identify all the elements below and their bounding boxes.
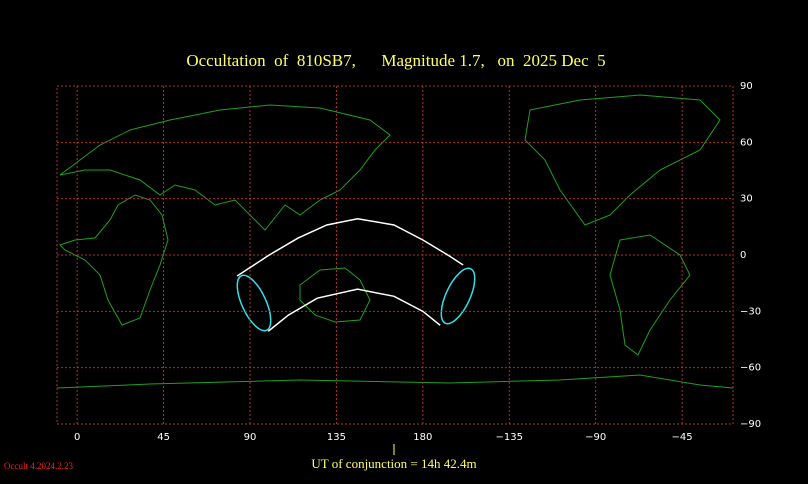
- africa: [59, 194, 169, 326]
- x-tick-label: −45: [672, 432, 693, 443]
- caption: UT of conjunction = 14h 42.4m: [311, 456, 476, 471]
- x-tick-label: 180: [413, 432, 432, 443]
- north-america: [524, 94, 721, 226]
- y-tick-label: 60: [740, 137, 753, 148]
- x-tick-label: 0: [74, 432, 80, 443]
- y-tick-label: −30: [740, 306, 761, 317]
- y-tick-label: 0: [740, 250, 746, 261]
- track-limit: [267, 288, 441, 332]
- south-america: [609, 234, 691, 356]
- x-tick-label: −90: [585, 432, 606, 443]
- x-tick-label: −135: [496, 432, 523, 443]
- version: Occult 4.2024.2.23: [4, 461, 73, 471]
- track-limit: [236, 217, 464, 277]
- chart-title: Occultation of 810SB7, Magnitude 1.7, on…: [186, 51, 605, 70]
- eurasia: [59, 104, 391, 231]
- x-tick-label: 135: [327, 432, 346, 443]
- x-tick-label: 45: [157, 432, 170, 443]
- y-tick-label: −90: [740, 419, 761, 430]
- antarctica: [56, 374, 734, 389]
- y-tick-label: −60: [740, 363, 761, 374]
- shadow-outline: [440, 267, 476, 325]
- coastlines: [56, 94, 734, 389]
- x-tick-label: 90: [244, 432, 257, 443]
- y-tick-label: 30: [740, 194, 753, 205]
- australia: [299, 267, 371, 323]
- y-tick-label: 90: [740, 81, 753, 92]
- shadow-outline: [236, 274, 272, 332]
